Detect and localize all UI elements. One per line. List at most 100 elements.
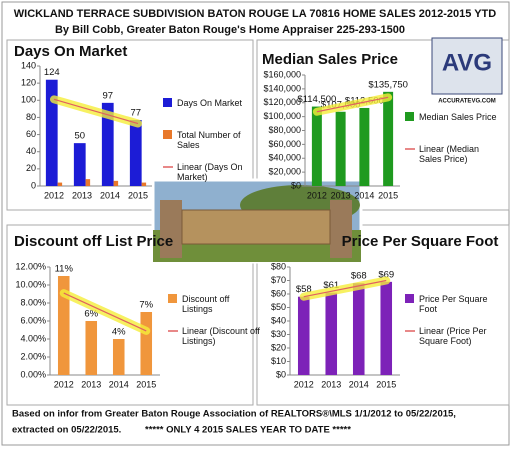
- data-label: 97: [102, 90, 113, 101]
- x-tick-label: 2015: [378, 190, 398, 200]
- logo-url: ACCURATEVG.COM: [438, 99, 496, 105]
- y-tick-label: 12.00%: [15, 261, 46, 271]
- x-tick-label: 2012: [54, 379, 74, 389]
- legend-label: Linear (Median Sales Price): [419, 144, 480, 164]
- legend-label: Median Sales Price: [419, 112, 497, 122]
- y-tick-label: $0: [291, 180, 301, 190]
- data-label: 50: [74, 131, 85, 142]
- y-tick-label: $60: [271, 288, 286, 298]
- chart-title: Median Sales Price: [262, 51, 398, 68]
- y-tick-label: $30: [271, 329, 286, 339]
- y-tick-label: $100,000: [263, 111, 301, 121]
- y-tick-label: $80,000: [268, 125, 301, 135]
- y-tick-label: 60: [26, 129, 36, 139]
- data-label: 4%: [112, 327, 126, 338]
- y-tick-label: 120: [21, 78, 36, 88]
- data-label: $68: [351, 271, 367, 282]
- legend-swatch: [405, 112, 414, 121]
- bar: [85, 179, 91, 186]
- y-tick-label: 100: [21, 95, 36, 105]
- y-tick-label: $80: [271, 261, 286, 271]
- y-tick-label: $140,000: [263, 83, 301, 93]
- bar: [297, 296, 310, 375]
- legend-label: Linear (Discount off Listings): [182, 326, 260, 346]
- x-tick-label: 2013: [331, 190, 351, 200]
- y-tick-label: 20: [26, 163, 36, 173]
- bar: [140, 312, 153, 375]
- bar: [129, 120, 142, 186]
- bar: [101, 102, 114, 186]
- legend-swatch: [163, 130, 172, 139]
- y-tick-label: $20,000: [268, 167, 301, 177]
- x-tick-label: 2013: [321, 379, 341, 389]
- bar: [112, 339, 125, 375]
- y-tick-label: 4.00%: [20, 333, 46, 343]
- trend-line: [303, 279, 387, 298]
- bar: [380, 281, 393, 375]
- bar: [57, 182, 63, 186]
- bar: [359, 107, 370, 186]
- y-tick-label: 6.00%: [20, 315, 46, 325]
- page-subtitle: By Bill Cobb, Greater Baton Rouge's Home…: [55, 24, 405, 36]
- y-tick-label: $60,000: [268, 139, 301, 149]
- data-label: $58: [296, 284, 312, 295]
- logo: AVG ACCURATEVG.COM: [431, 37, 503, 105]
- chart-title: Price Per Square Foot: [342, 233, 499, 250]
- legend-label: Price Per Square Foot: [419, 294, 488, 314]
- x-tick-label: 2015: [128, 190, 148, 200]
- legend-swatch: [163, 98, 172, 107]
- y-tick-label: 0.00%: [20, 369, 46, 379]
- x-tick-label: 2013: [81, 379, 101, 389]
- bar: [383, 91, 394, 186]
- photo: [151, 178, 363, 264]
- data-label: 11%: [55, 264, 74, 275]
- y-tick-label: 140: [21, 60, 36, 70]
- x-tick-label: 2012: [44, 190, 64, 200]
- footer-source: Based on infor from Greater Baton Rouge …: [12, 409, 456, 420]
- logo-initials: AVG: [442, 49, 492, 76]
- chart-title: Days On Market: [14, 43, 127, 60]
- bar: [325, 292, 338, 375]
- y-tick-label: 80: [26, 112, 36, 122]
- data-label: $114,500: [297, 94, 336, 105]
- bar: [352, 283, 365, 375]
- data-label: $61: [323, 280, 339, 291]
- footer-alert: ***** ONLY 4 2015 SALES YEAR TO DATE ***…: [145, 425, 351, 436]
- x-tick-label: 2015: [376, 379, 396, 389]
- legend-swatch: [168, 294, 177, 303]
- bar: [85, 321, 98, 375]
- legend-label: Linear (Days On Market): [177, 162, 243, 182]
- x-tick-label: 2013: [72, 190, 92, 200]
- chart-title: Discount off List Price: [14, 233, 173, 250]
- bar: [57, 276, 70, 375]
- data-label: 7%: [139, 300, 153, 311]
- x-tick-label: 2014: [109, 379, 129, 389]
- x-tick-label: 2014: [354, 190, 374, 200]
- data-label: 124: [44, 67, 60, 78]
- legend-swatch: [405, 294, 414, 303]
- y-tick-label: 0: [31, 180, 36, 190]
- trend-line: [63, 292, 147, 332]
- data-label: 77: [130, 108, 141, 119]
- y-tick-label: $40,000: [268, 153, 301, 163]
- y-tick-label: $10: [271, 356, 286, 366]
- y-tick-label: $120,000: [263, 97, 301, 107]
- bar: [45, 79, 58, 186]
- x-tick-label: 2014: [349, 379, 369, 389]
- data-label: $135,750: [368, 79, 408, 90]
- legend-label: Linear (Price Per Square Foot): [419, 326, 487, 346]
- y-tick-label: $160,000: [263, 69, 301, 79]
- bar: [311, 106, 322, 186]
- y-tick-label: 2.00%: [20, 351, 46, 361]
- y-tick-label: 8.00%: [20, 297, 46, 307]
- y-tick-label: 40: [26, 146, 36, 156]
- page-title: WICKLAND TERRACE SUBDIVISION BATON ROUGE…: [14, 8, 497, 20]
- data-label: 6%: [84, 309, 98, 320]
- trend-line: [53, 98, 139, 125]
- trend-line: [316, 96, 389, 113]
- x-tick-label: 2015: [136, 379, 156, 389]
- x-tick-label: 2012: [294, 379, 314, 389]
- legend-label: Discount off Listings: [182, 294, 230, 314]
